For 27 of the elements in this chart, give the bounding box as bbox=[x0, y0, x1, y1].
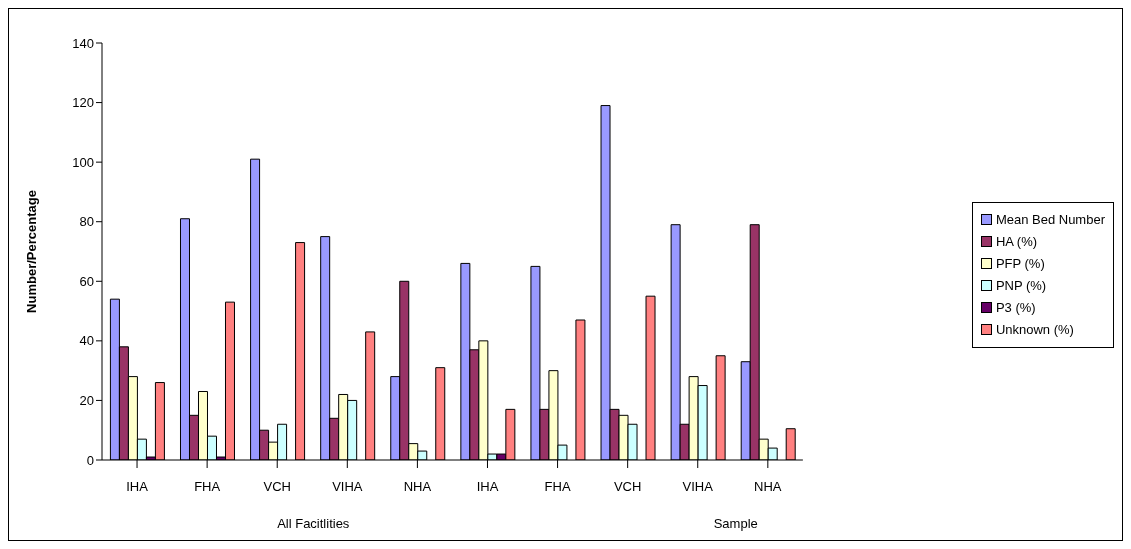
text: All Facitlities bbox=[277, 516, 350, 531]
y-tick-label: 60 bbox=[79, 273, 94, 289]
x-tick-label: VCH bbox=[613, 479, 642, 495]
x-tick-label: VIHA bbox=[682, 479, 714, 495]
x-tick-label: FHA bbox=[194, 479, 221, 495]
text: Sample bbox=[713, 516, 758, 531]
x-tick-label: VCH bbox=[263, 479, 291, 495]
x-tick-label: IHA bbox=[126, 479, 149, 495]
y-tick-label: 40 bbox=[79, 333, 94, 349]
y-tick-label: 0 bbox=[86, 452, 94, 468]
legend-label: Mean Bed Number bbox=[995, 212, 1105, 227]
y-tick-label: 80 bbox=[79, 214, 94, 230]
legend-label: Unknown (%) bbox=[995, 322, 1074, 337]
y-tick-label: 20 bbox=[79, 393, 94, 409]
legend-label: PFP (%) bbox=[995, 256, 1045, 271]
x-tick-label: NHA bbox=[403, 479, 432, 495]
y-axis-title: Number/Percentage bbox=[23, 190, 39, 313]
x-tick-label: NHA bbox=[754, 479, 782, 495]
legend-label: PNP (%) bbox=[995, 278, 1047, 293]
legend-label: HA (%) bbox=[995, 234, 1038, 249]
x-tick-label: VIHA bbox=[332, 479, 363, 495]
x-tick-label: IHA bbox=[476, 479, 499, 495]
y-tick-label: 100 bbox=[72, 154, 94, 170]
y-tick-label: 120 bbox=[72, 95, 94, 111]
x-tick-label: FHA bbox=[544, 479, 571, 495]
y-tick-label: 140 bbox=[72, 35, 94, 51]
legend-label: P3 (%) bbox=[995, 300, 1036, 315]
